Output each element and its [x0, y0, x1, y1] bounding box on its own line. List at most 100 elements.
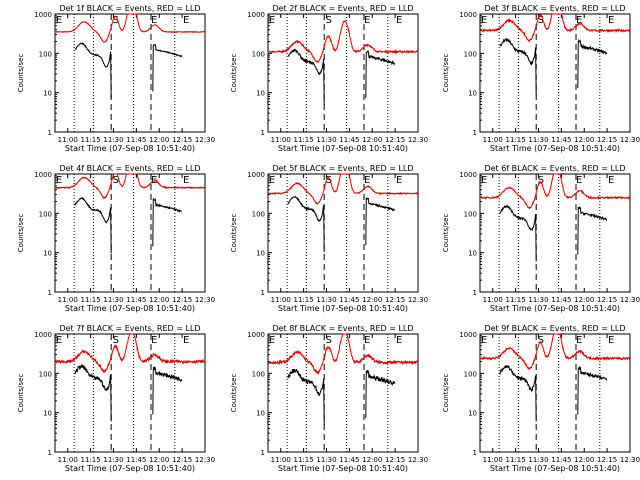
- interval-marker: E: [364, 175, 370, 186]
- x-tick-label: 11:45: [126, 136, 146, 144]
- panel-det-9: Det 9f BLACK = Events, RED = LLD 1 10 100 10…: [442, 324, 640, 473]
- interval-marker: E: [396, 15, 402, 26]
- x-tick-label: 12:00: [149, 136, 169, 144]
- plot-frame: [267, 173, 419, 293]
- y-tick-label: 100: [39, 50, 52, 58]
- x-tick-label: 11:30: [528, 456, 548, 464]
- interval-marker: S: [326, 335, 332, 346]
- interval-marker: E: [481, 335, 487, 346]
- x-tick-label: 11:30: [528, 296, 548, 304]
- x-tick-label: 11:15: [294, 456, 314, 464]
- panel-det-5: Det 5f BLACK = Events, RED = LLD 1 10 100 10…: [230, 164, 428, 313]
- interval-marker: E: [608, 335, 614, 346]
- x-tick-label: 11:00: [271, 296, 291, 304]
- x-tick-label: 11:00: [483, 136, 503, 144]
- x-tick-label: 11:45: [551, 136, 571, 144]
- x-tick-label: 11:30: [316, 296, 336, 304]
- x-tick-label: 11:15: [506, 296, 526, 304]
- x-tick-label: 11:45: [339, 136, 359, 144]
- y-tick-label: 10: [468, 250, 477, 258]
- interval-marker: E: [576, 175, 582, 186]
- events-series-line: [577, 206, 608, 255]
- y-tick-label: 10: [468, 410, 477, 418]
- interval-marker: E: [56, 15, 62, 26]
- y-axis-label: Counts/sec: [17, 214, 25, 253]
- x-tick-label: 11:30: [103, 296, 123, 304]
- y-tick-label: 10: [43, 90, 52, 98]
- lld-series-line: [55, 333, 205, 374]
- interval-marker: E: [151, 335, 157, 346]
- y-axis-label: Counts/sec: [230, 214, 238, 253]
- y-tick-label: 1000: [459, 331, 477, 339]
- y-tick-label: 1000: [459, 171, 477, 179]
- interval-marker: S: [326, 175, 332, 186]
- x-tick-label: 12:30: [195, 296, 215, 304]
- panel-det-6: Det 6f BLACK = Events, RED = LLD 1 10 100 10…: [442, 164, 640, 313]
- x-tick-label: 11:00: [483, 456, 503, 464]
- y-tick-label: 10: [256, 410, 265, 418]
- interval-marker: E: [364, 15, 370, 26]
- events-series-line: [287, 368, 325, 426]
- y-tick-label: 1: [261, 289, 265, 297]
- events-series-line: [74, 42, 112, 99]
- x-tick-label: 11:30: [103, 456, 123, 464]
- panel-det-8: Det 8f BLACK = Events, RED = LLD 1 10 100 10…: [230, 324, 428, 473]
- lld-series-line: [268, 333, 418, 376]
- plot-frame: [54, 173, 206, 293]
- x-axis-label: Start Time (07-Sep-08 10:51:40): [490, 304, 620, 313]
- x-tick-label: 11:15: [506, 136, 526, 144]
- y-tick-label: 100: [464, 50, 477, 58]
- y-tick-label: 1000: [34, 171, 52, 179]
- y-tick-label: 1000: [34, 331, 52, 339]
- x-axis-label: Start Time (07-Sep-08 10:51:40): [65, 144, 195, 153]
- panel-title: Det 2f BLACK = Events, RED = LLD: [272, 4, 413, 13]
- x-tick-label: 12:30: [195, 136, 215, 144]
- y-axis-label: Counts/sec: [17, 54, 25, 93]
- x-axis-label: Start Time (07-Sep-08 10:51:40): [278, 304, 408, 313]
- y-tick-label: 100: [39, 370, 52, 378]
- x-tick-label: 12:00: [362, 296, 382, 304]
- interval-marker: S: [538, 15, 544, 26]
- x-tick-label: 11:30: [316, 456, 336, 464]
- y-axis-label: Counts/sec: [442, 54, 450, 93]
- events-series-line: [365, 50, 395, 99]
- y-tick-label: 100: [39, 210, 52, 218]
- interval-marker: S: [538, 335, 544, 346]
- x-axis-label: Start Time (07-Sep-08 10:51:40): [278, 464, 408, 473]
- x-tick-label: 12:15: [172, 296, 192, 304]
- y-tick-label: 1000: [34, 11, 52, 19]
- x-tick-label: 12:15: [597, 456, 617, 464]
- x-tick-label: 11:00: [58, 136, 78, 144]
- events-series-line: [152, 197, 183, 247]
- events-series-line: [365, 197, 396, 246]
- x-tick-label: 11:00: [271, 136, 291, 144]
- x-tick-label: 12:15: [385, 456, 405, 464]
- x-tick-label: 12:30: [195, 456, 215, 464]
- plot-frame: [267, 13, 419, 133]
- x-tick-label: 12:15: [385, 136, 405, 144]
- y-tick-label: 1000: [459, 11, 477, 19]
- x-tick-label: 12:30: [408, 136, 428, 144]
- lld-series-line: [55, 13, 205, 44]
- x-tick-label: 12:15: [172, 456, 192, 464]
- x-tick-label: 11:15: [294, 136, 314, 144]
- y-tick-label: 100: [464, 370, 477, 378]
- x-tick-label: 11:15: [81, 136, 101, 144]
- panel-title: Det 5f BLACK = Events, RED = LLD: [272, 164, 413, 173]
- interval-marker: S: [326, 15, 332, 26]
- interval-marker: E: [481, 175, 487, 186]
- y-tick-label: 10: [256, 250, 265, 258]
- y-tick-label: 1: [473, 289, 477, 297]
- interval-marker: E: [183, 335, 189, 346]
- x-tick-label: 12:15: [385, 296, 405, 304]
- y-tick-label: 100: [252, 370, 265, 378]
- interval-marker: S: [113, 15, 119, 26]
- interval-marker: E: [183, 175, 189, 186]
- interval-marker: E: [481, 15, 487, 26]
- events-series-line: [365, 369, 396, 419]
- y-tick-label: 10: [43, 410, 52, 418]
- x-tick-label: 11:00: [58, 296, 78, 304]
- x-tick-label: 12:30: [620, 136, 640, 144]
- interval-marker: E: [396, 175, 402, 186]
- y-tick-label: 1000: [247, 171, 265, 179]
